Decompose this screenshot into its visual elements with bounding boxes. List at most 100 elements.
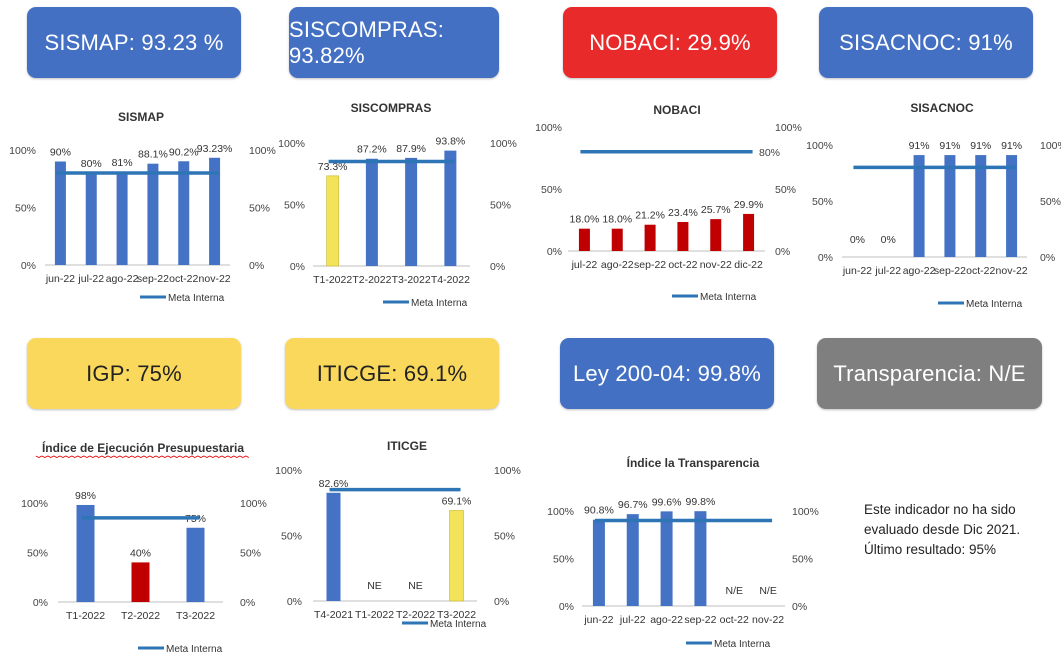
data-label: 87.2% bbox=[357, 144, 387, 156]
category-label: T2-2022 bbox=[352, 274, 391, 286]
bar bbox=[644, 224, 656, 251]
legend-label: Meta Interna bbox=[430, 619, 487, 630]
category-label: ago-22 bbox=[650, 614, 683, 626]
category-label: jun-22 bbox=[842, 265, 872, 277]
data-label: 91% bbox=[970, 140, 991, 152]
category-label: T4-2022 bbox=[431, 274, 470, 286]
kpi-tile-label: SISMAP: 93.23 % bbox=[44, 29, 224, 55]
bar bbox=[209, 157, 221, 265]
data-label: NE bbox=[367, 580, 382, 592]
chart-title: Índice la Transparencia bbox=[627, 455, 760, 470]
data-label: N/E bbox=[725, 585, 743, 597]
bar bbox=[76, 504, 95, 602]
y2-tick-label: 0% bbox=[240, 597, 255, 609]
data-label: 90.8% bbox=[584, 505, 614, 517]
category-label: sep-22 bbox=[684, 614, 716, 626]
y2-tick-label: 0% bbox=[792, 601, 807, 613]
data-label: 0% bbox=[850, 234, 865, 246]
y2-tick-label: 100% bbox=[1040, 140, 1061, 152]
data-label: 40% bbox=[130, 547, 151, 559]
bar bbox=[449, 510, 464, 602]
data-label: N/E bbox=[759, 585, 777, 597]
kpi-tile-iticge: ITICGE: 69.1% bbox=[285, 338, 499, 409]
bar bbox=[444, 150, 457, 266]
data-label: 96.7% bbox=[618, 499, 648, 511]
legend-label: Meta Interna bbox=[166, 644, 223, 655]
category-label: oct-22 bbox=[668, 259, 697, 271]
category-label: sep-22 bbox=[137, 273, 169, 285]
category-label: ago-22 bbox=[106, 273, 139, 285]
category-label: T3-2022 bbox=[437, 609, 476, 621]
bar bbox=[85, 173, 97, 265]
bar bbox=[710, 219, 722, 251]
y-tick-label: 0% bbox=[287, 596, 302, 608]
data-label: 25.7% bbox=[701, 204, 731, 216]
data-label: 91% bbox=[909, 140, 930, 152]
y-tick-label: 0% bbox=[547, 246, 562, 258]
bar bbox=[611, 228, 623, 251]
y-tick-label: 50% bbox=[281, 531, 302, 543]
data-label: 93.23% bbox=[197, 143, 233, 155]
bar bbox=[944, 155, 956, 257]
chart-title: ITICGE bbox=[387, 439, 427, 453]
bar bbox=[660, 511, 673, 606]
chart-title: SISMAP bbox=[118, 110, 164, 124]
kpi-tile-label: Transparencia: N/E bbox=[833, 360, 1026, 386]
category-label: sep-22 bbox=[934, 265, 966, 277]
y-tick-label: 100% bbox=[547, 506, 574, 518]
y2-tick-label: 50% bbox=[490, 200, 511, 212]
category-label: jul-22 bbox=[77, 273, 104, 285]
data-label: 90% bbox=[50, 147, 71, 159]
kpi-tile-siscompras: SISCOMPRAS: 93.82% bbox=[289, 7, 499, 78]
title-spellcheck-underline bbox=[35, 455, 250, 458]
y2-tick-label: 50% bbox=[249, 203, 270, 215]
y2-tick-label: 0% bbox=[249, 260, 264, 272]
category-label: ago-22 bbox=[903, 265, 936, 277]
y2-tick-label: 100% bbox=[792, 506, 819, 518]
y-tick-label: 0% bbox=[559, 601, 574, 613]
category-label: jul-22 bbox=[571, 259, 598, 271]
data-label: 18.0% bbox=[602, 214, 632, 226]
category-label: ago-22 bbox=[601, 259, 634, 271]
category-label: sep-22 bbox=[634, 259, 666, 271]
data-label: 99.6% bbox=[652, 496, 682, 508]
data-label: 29.9% bbox=[734, 199, 764, 211]
category-label: T3-2022 bbox=[392, 274, 431, 286]
kpi-tile-label: NOBACI: 29.9% bbox=[589, 29, 751, 55]
category-label: T1-2022 bbox=[313, 274, 352, 286]
data-label: 73.3% bbox=[318, 161, 348, 173]
kpi-tile-ley-200-04: Ley 200-04: 99.8% bbox=[560, 338, 774, 409]
legend-label: Meta Interna bbox=[168, 293, 225, 304]
category-label: T2-2022 bbox=[121, 610, 160, 622]
bar bbox=[694, 511, 707, 606]
category-label: oct-22 bbox=[169, 273, 198, 285]
y2-tick-label: 50% bbox=[775, 184, 796, 196]
category-label: T3-2022 bbox=[176, 610, 215, 622]
category-label: oct-22 bbox=[720, 614, 749, 626]
kpi-tile-label: SISACNOC: 91% bbox=[839, 29, 1013, 55]
bar bbox=[147, 163, 159, 265]
bar bbox=[365, 158, 378, 266]
y2-tick-label: 50% bbox=[494, 531, 515, 543]
y-tick-label: 50% bbox=[812, 196, 833, 208]
data-label: 98% bbox=[75, 490, 96, 502]
category-label: T1-2022 bbox=[355, 609, 394, 621]
data-label: 69.1% bbox=[442, 495, 472, 507]
kpi-tile-label: Ley 200-04: 99.8% bbox=[572, 360, 762, 386]
data-label: 93.8% bbox=[435, 136, 465, 148]
y-tick-label: 0% bbox=[21, 260, 36, 272]
y2-tick-label: 100% bbox=[494, 465, 521, 477]
category-label: nov-22 bbox=[752, 614, 784, 626]
category-label: oct-22 bbox=[966, 265, 995, 277]
data-label: 91% bbox=[1001, 140, 1022, 152]
data-label: 91% bbox=[939, 140, 960, 152]
data-label: 99.8% bbox=[686, 496, 716, 508]
y-tick-label: 100% bbox=[806, 140, 833, 152]
y-tick-label: 100% bbox=[21, 498, 48, 510]
chart-title: SISACNOC bbox=[910, 101, 974, 115]
bar bbox=[326, 492, 341, 601]
bar bbox=[626, 514, 639, 606]
data-label: 81% bbox=[112, 157, 133, 169]
y-tick-label: 50% bbox=[553, 554, 574, 566]
y2-tick-label: 0% bbox=[494, 596, 509, 608]
